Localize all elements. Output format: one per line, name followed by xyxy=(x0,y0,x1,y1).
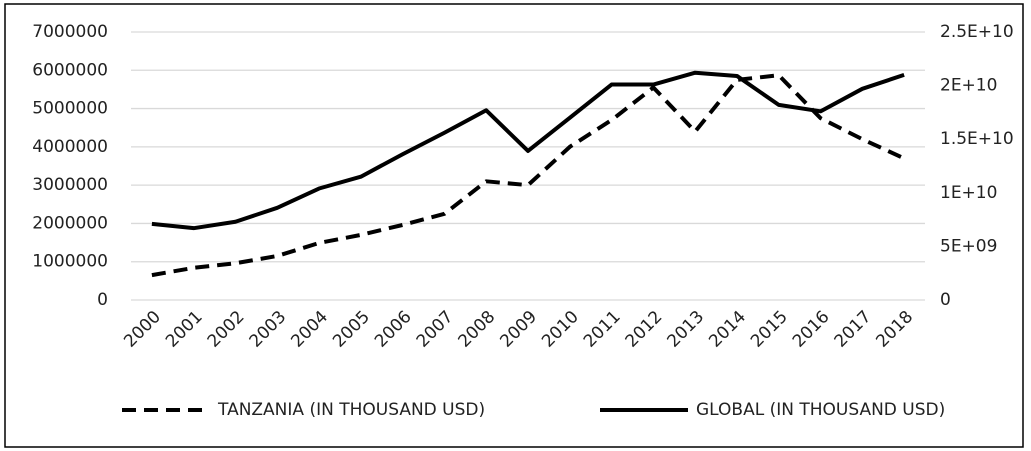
y2-tick-label: 2E+10 xyxy=(940,76,997,96)
y-tick-label: 0 xyxy=(97,290,108,310)
y-tick-label: 3000000 xyxy=(32,175,108,195)
y-tick-label: 1000000 xyxy=(32,252,108,272)
y2-tick-label: 2.5E+10 xyxy=(940,22,1014,42)
y-tick-label: 5000000 xyxy=(32,99,108,119)
legend-label: GLOBAL (IN THOUSAND USD) xyxy=(696,400,945,420)
series-line xyxy=(151,70,905,231)
y-tick-label: 4000000 xyxy=(32,137,108,157)
y-tick-label: 6000000 xyxy=(32,60,108,80)
y2-tick-label: 1.5E+10 xyxy=(940,129,1014,149)
y-tick-label: 7000000 xyxy=(32,22,108,42)
y-tick-label: 2000000 xyxy=(32,213,108,233)
y2-tick-label: 1E+10 xyxy=(940,183,997,203)
legend-label: TANZANIA (IN THOUSAND USD) xyxy=(217,400,485,420)
y2-tick-label: 5E+09 xyxy=(940,236,997,256)
y2-tick-label: 0 xyxy=(940,290,951,310)
